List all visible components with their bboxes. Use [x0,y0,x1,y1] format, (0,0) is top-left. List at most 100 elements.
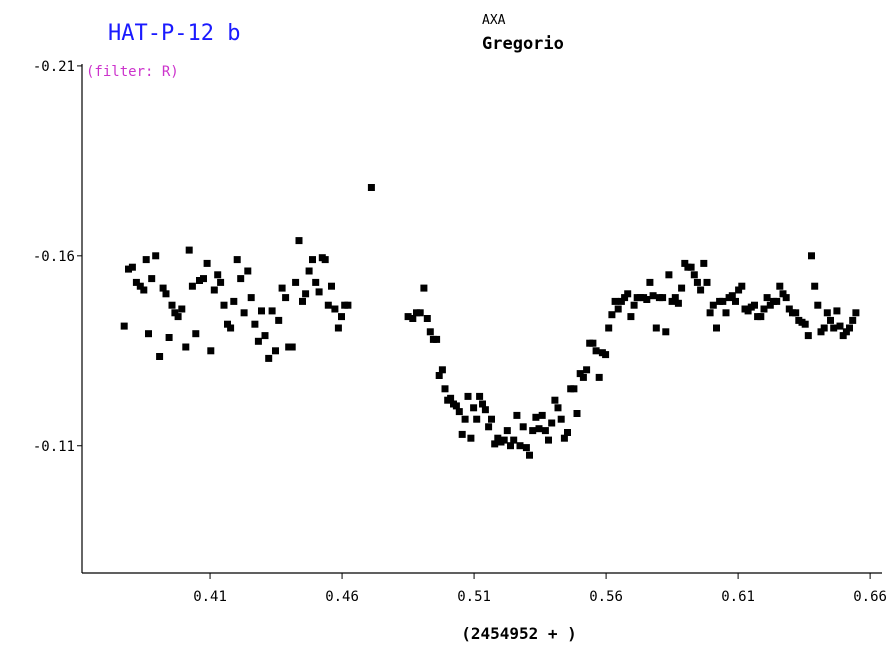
data-point [538,411,546,419]
x-tick-label: 0.61 [721,589,755,605]
data-point [299,297,306,305]
data-point [671,294,679,302]
data-point [516,442,524,450]
data-point [165,334,173,341]
data-point [592,347,600,355]
data-point [579,373,587,381]
data-point [583,366,591,374]
data-point [570,385,578,393]
data-point [709,301,717,309]
data-point [268,307,276,315]
data-point [833,307,841,315]
y-tick-label: -0.11 [33,439,75,455]
data-point [595,373,603,381]
data-point [200,275,207,283]
data-point [288,343,296,351]
x-axis-label: (2454952 + ) [461,624,577,643]
data-point [295,237,303,245]
data-point [196,277,203,284]
x-tick-label: 0.66 [853,589,887,605]
observer-name: Gregorio [482,34,564,54]
data-point [192,330,200,338]
data-point [744,307,752,315]
data-point [662,328,670,336]
data-point [207,347,215,355]
data-point [852,309,860,317]
data-point [168,301,176,309]
data-point [227,324,235,332]
data-point [125,265,132,273]
data-point [426,328,434,336]
data-point [441,385,449,393]
data-point [321,256,329,264]
x-tick-label: 0.56 [589,589,623,605]
x-tick-label: 0.51 [457,589,491,605]
data-point [247,294,255,302]
data-point [278,284,286,292]
data-point [132,278,140,286]
data-point [214,271,222,279]
data-point [611,297,619,305]
data-point [728,292,736,300]
data-point [630,301,638,309]
data-point [649,292,657,300]
data-point [697,286,705,294]
data-point [760,305,768,313]
data-point [722,309,730,317]
data-point [203,259,211,267]
data-point [541,427,549,435]
data-point [494,434,502,442]
data-points [120,184,860,459]
data-point [188,282,196,290]
data-point [174,313,182,321]
data-point [413,309,420,317]
data-point [315,288,323,296]
data-point [804,332,812,340]
data-point [817,328,825,336]
data-point [557,415,565,423]
data-point [801,320,809,328]
data-point [479,400,486,408]
data-point [627,313,635,321]
data-point [233,256,241,264]
data-point [292,278,300,286]
data-point [476,392,484,400]
data-point [302,290,310,298]
data-point [136,282,144,290]
data-point [178,305,186,313]
data-point [839,332,847,340]
data-point [458,430,466,438]
data-point [763,294,771,302]
data-point [823,309,831,317]
data-point [842,328,850,336]
observer-code: AXA [482,13,506,28]
data-point [171,309,179,317]
data-point [605,324,613,332]
data-point [792,309,800,317]
data-point [258,307,265,315]
data-point [646,278,654,286]
data-point [237,275,245,283]
data-point [140,286,148,294]
y-axis: -0.21 -0.16 -0.11 [33,59,82,455]
data-point [659,294,667,302]
data-point [331,305,339,313]
data-point [757,313,765,321]
data-point [643,296,651,303]
data-point [693,278,701,286]
data-point [827,316,834,324]
data-point [621,294,629,302]
data-point [532,413,540,421]
data-point [719,297,727,305]
data-point [703,278,711,286]
data-point [500,436,508,444]
data-point [526,451,533,459]
data-point [782,294,790,302]
data-point [602,351,610,359]
data-point [156,353,164,360]
data-point [261,332,269,340]
data-point [576,370,584,378]
data-point [488,415,495,423]
data-point [254,337,262,345]
data-point [573,410,581,417]
